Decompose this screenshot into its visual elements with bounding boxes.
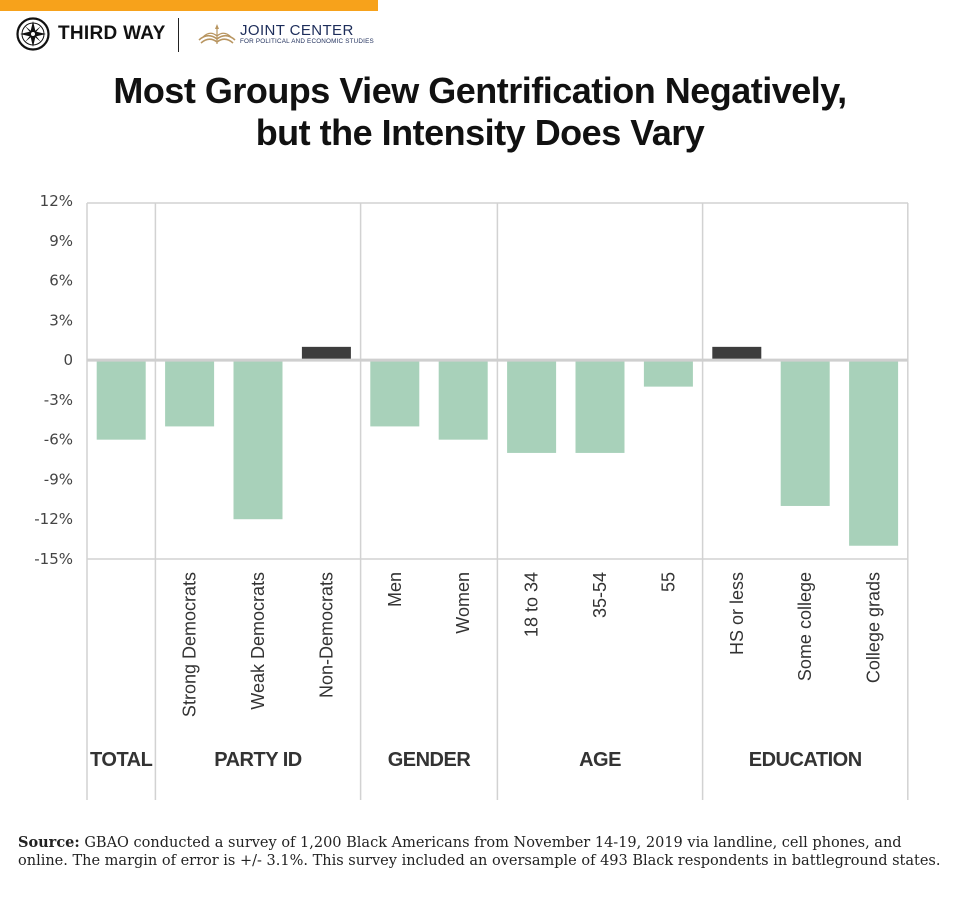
bar (712, 346, 762, 361)
group-label: AGE (579, 749, 621, 771)
joint-center-subtext: FOR POLITICAL AND ECONOMIC STUDIES (240, 37, 374, 45)
group-label: GENDER (388, 749, 472, 771)
joint-center-logo: JOINT CENTER FOR POLITICAL AND ECONOMIC … (197, 21, 374, 47)
bar (96, 360, 146, 440)
y-tick-label: 9% (49, 232, 73, 250)
y-tick-label: -12% (34, 510, 73, 528)
third-way-text: THIRD WAY (58, 23, 166, 44)
logo-divider (178, 18, 179, 52)
bar-category-label: Non-Democrats (316, 572, 336, 698)
bar (575, 360, 625, 453)
source-note: Source: GBAO conducted a survey of 1,200… (18, 834, 943, 870)
bar (370, 360, 420, 427)
bar (233, 360, 283, 520)
group-label: PARTY ID (214, 749, 302, 771)
bar-category-label: Weak Democrats (248, 572, 268, 710)
bar-category-label: HS or less (727, 572, 747, 655)
y-tick-label: -15% (34, 550, 73, 568)
y-tick-label: -6% (44, 431, 73, 449)
bar (643, 360, 693, 387)
bar-category-label: Women (453, 572, 473, 634)
bar (507, 360, 557, 453)
chart-title: Most Groups View Gentrification Negative… (0, 70, 960, 154)
open-book-icon (198, 24, 236, 44)
third-way-logo: THIRD WAY (16, 17, 166, 51)
chart-title-line-1: Most Groups View Gentrification Negative… (113, 70, 847, 111)
bar-chart: 12% 9% 6% 3% 0 -3% -6% -9% -12% -15% TOTAL Strong D… (34, 192, 909, 800)
y-tick-label: -9% (44, 470, 73, 488)
bar-category-label: 55 (658, 572, 678, 592)
bar (165, 360, 215, 427)
bar-category-label: Some college (795, 572, 815, 681)
bar (780, 360, 830, 506)
compass-icon (16, 17, 50, 51)
source-text: GBAO conducted a survey of 1,200 Black A… (18, 835, 941, 869)
source-label: Source: (18, 834, 80, 851)
top-accent-bar (0, 0, 378, 11)
y-tick-label: 3% (49, 311, 73, 329)
bar-category-label: College grads (864, 572, 884, 683)
y-tick-label: 6% (49, 272, 73, 290)
group-label: EDUCATION (749, 749, 862, 771)
bar-category-label: 18 to 34 (522, 572, 542, 637)
y-tick-label: -3% (44, 391, 73, 409)
joint-center-text: JOINT CENTER (240, 21, 354, 39)
y-tick-label: 12% (40, 192, 73, 210)
chart-title-line-2: but the Intensity Does Vary (255, 112, 705, 153)
bar-category-label: 35-54 (590, 572, 610, 618)
bar-category-label: Strong Democrats (180, 572, 200, 717)
y-tick-label: 0 (63, 351, 73, 369)
bar-category-label: Men (385, 572, 405, 607)
bar (438, 360, 488, 440)
group-label: TOTAL (90, 749, 153, 771)
bar (301, 346, 351, 361)
bar (849, 360, 899, 546)
